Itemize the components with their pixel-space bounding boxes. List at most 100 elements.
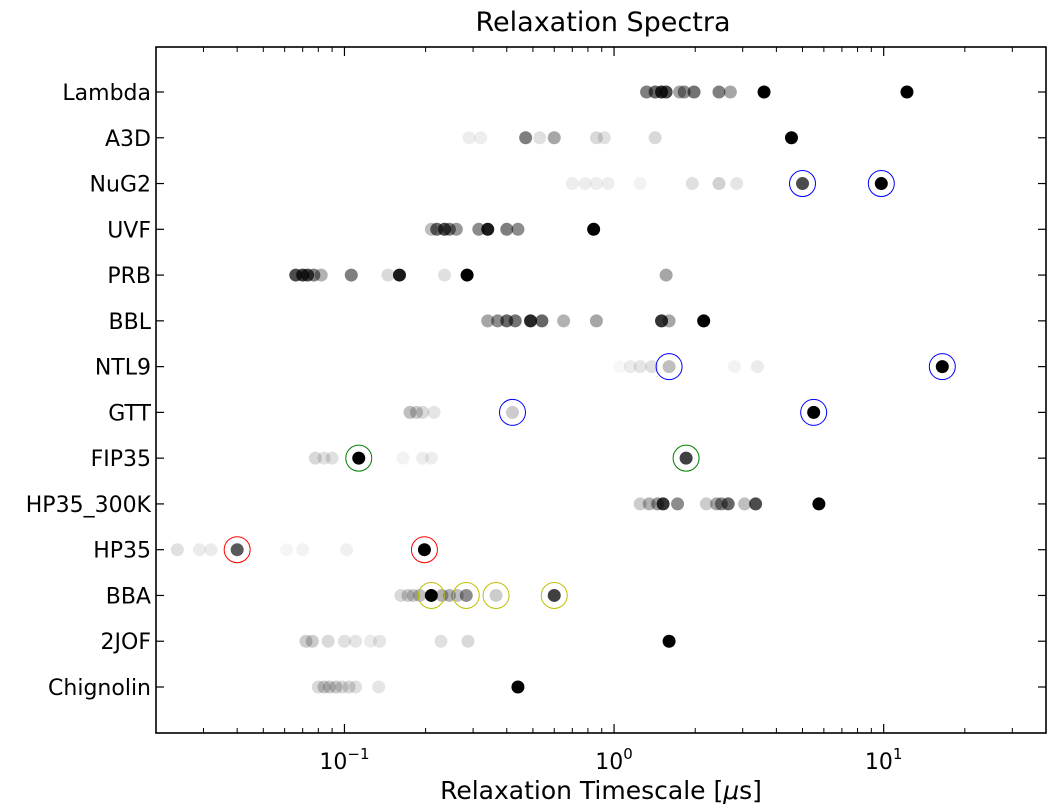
- data-point: [712, 85, 726, 99]
- data-point: [340, 543, 354, 557]
- data-point: [645, 360, 659, 374]
- data-point: [373, 634, 387, 648]
- data-point: [587, 222, 601, 236]
- x-tick-label: 101: [865, 745, 903, 775]
- y-axis: Lambda A3D NuG2 UVF PRB BBL NTL9 GTT FIP35 HP35_3…: [26, 81, 1046, 701]
- data-point: [416, 451, 430, 465]
- highlight-ring: [482, 581, 510, 609]
- data-point: [460, 268, 474, 282]
- data-point: [633, 497, 647, 511]
- y-tick-label: Chignolin: [48, 676, 151, 701]
- data-point: [416, 405, 430, 419]
- y-tick-label: Lambda: [62, 81, 151, 106]
- data-point: [349, 680, 363, 694]
- data-point: [723, 85, 737, 99]
- data-point: [524, 314, 538, 328]
- data-point: [308, 451, 322, 465]
- data-point: [757, 85, 771, 99]
- y-tick-label: BBA: [106, 584, 151, 609]
- data-point: [662, 360, 676, 374]
- data-point: [565, 177, 579, 191]
- data-point: [648, 131, 662, 145]
- highlight-ring: [417, 581, 445, 609]
- highlight-ring: [498, 398, 526, 426]
- data-point: [685, 177, 699, 191]
- data-point: [307, 268, 321, 282]
- data-point: [296, 543, 310, 557]
- data-point: [749, 497, 763, 511]
- data-point: [322, 680, 336, 694]
- data-point: [403, 405, 417, 419]
- y-tick-label: PRB: [107, 264, 151, 289]
- data-point: [299, 634, 313, 648]
- data-point: [401, 588, 415, 602]
- data-point: [409, 405, 423, 419]
- highlight-ring: [410, 536, 438, 564]
- data-point: [662, 634, 676, 648]
- data-point: [547, 131, 561, 145]
- data-point: [597, 131, 611, 145]
- highlight-ring: [223, 536, 251, 564]
- data-point: [659, 85, 673, 99]
- data-point: [784, 131, 798, 145]
- data-point: [812, 497, 826, 511]
- data-point: [656, 497, 670, 511]
- data-point: [372, 680, 386, 694]
- x-tick-label-base: 10: [865, 750, 893, 775]
- data-point: [317, 451, 331, 465]
- data-point: [697, 314, 711, 328]
- data-point: [679, 451, 693, 465]
- data-point: [557, 314, 571, 328]
- data-point: [642, 497, 656, 511]
- data-point: [687, 85, 701, 99]
- data-point: [601, 177, 615, 191]
- highlight-ring: [672, 444, 700, 472]
- data-point: [738, 497, 752, 511]
- data-point: [677, 85, 691, 99]
- data-point: [204, 543, 218, 557]
- data-point: [671, 497, 685, 511]
- data-point: [461, 634, 475, 648]
- data-point: [434, 634, 448, 648]
- data-point: [329, 680, 343, 694]
- data-point: [807, 405, 821, 419]
- y-tick-label: UVF: [107, 218, 151, 243]
- data-point: [533, 131, 547, 145]
- data-point: [474, 131, 488, 145]
- data-point: [730, 177, 744, 191]
- data-point: [442, 588, 456, 602]
- data-point: [710, 497, 724, 511]
- data-point: [314, 268, 328, 282]
- data-point: [396, 451, 410, 465]
- chart-title: Relaxation Spectra: [476, 7, 731, 38]
- data-point: [193, 543, 207, 557]
- x-axis-label-start: Relaxation Timescale [: [440, 776, 723, 805]
- data-point: [392, 268, 406, 282]
- data-point: [578, 177, 592, 191]
- data-point: [728, 360, 742, 374]
- data-point: [325, 451, 339, 465]
- x-tick-label: 100: [595, 745, 633, 775]
- data-point: [508, 314, 522, 328]
- data-point: [659, 268, 673, 282]
- y-tick-label: A3D: [105, 127, 151, 152]
- data-point: [699, 497, 713, 511]
- data-point: [352, 451, 366, 465]
- data-point: [511, 680, 525, 694]
- plot-frame: [155, 46, 1047, 734]
- data-point: [500, 222, 514, 236]
- data-point: [721, 497, 735, 511]
- data-point: [462, 131, 476, 145]
- y-tick-label: HP35: [93, 539, 151, 564]
- x-axis-label-mu: μ: [722, 776, 739, 805]
- x-tick-label-base: 10: [595, 750, 623, 775]
- data-point: [750, 360, 764, 374]
- data-point: [589, 177, 603, 191]
- data-point: [321, 634, 335, 648]
- data-point: [364, 634, 378, 648]
- y-tick-label: GTT: [108, 401, 151, 426]
- data-point: [344, 268, 358, 282]
- x-tick-label-exponent: −1: [347, 745, 369, 763]
- data-point: [442, 222, 456, 236]
